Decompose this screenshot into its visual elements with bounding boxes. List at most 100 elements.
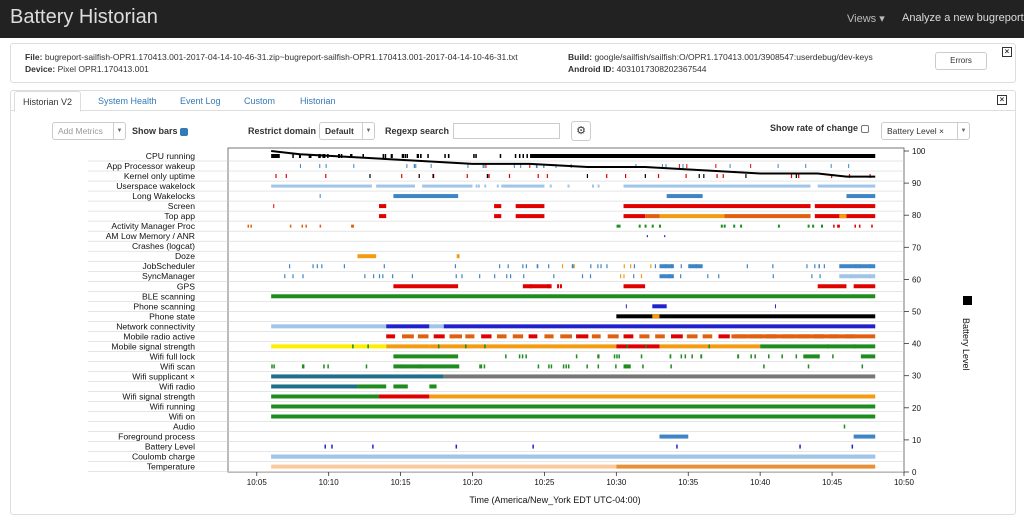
timeline-bar <box>731 334 876 339</box>
show-rate-of-change-toggle[interactable]: Show rate of change <box>770 123 869 133</box>
timeline-tick <box>416 154 419 158</box>
timeline-tick <box>774 304 776 309</box>
timeline-bar <box>357 384 387 389</box>
timeline-tick <box>685 174 687 179</box>
timeline-tick <box>454 264 457 269</box>
restrict-domain-select[interactable]: Default ▼ <box>319 122 375 140</box>
device-name: Pixel OPR1.170413.001 <box>57 64 149 74</box>
android-id-label: Android ID: <box>568 64 615 74</box>
timeline-tick <box>703 174 705 179</box>
x-tick-label: 10:50 <box>894 478 915 487</box>
row-label: Wifi scan <box>160 361 195 371</box>
timeline-tick <box>417 364 420 369</box>
row-label: Screen <box>168 201 195 211</box>
timeline-bar <box>718 334 730 339</box>
timeline-tick <box>700 354 703 359</box>
settings-button[interactable]: ⚙ <box>571 121 591 141</box>
tab-historian-v2[interactable]: Historian V2 <box>14 91 82 112</box>
timeline-bar <box>393 354 459 359</box>
timeline-tick <box>483 364 486 369</box>
row-label: App Processor wakeup <box>107 161 196 171</box>
timeline-tick <box>680 274 682 279</box>
regexp-search-input[interactable] <box>453 123 560 139</box>
timeline-bar <box>639 334 650 339</box>
timeline-tick <box>465 344 467 349</box>
app-brand[interactable]: Battery Historian <box>10 6 158 28</box>
timeline-tick <box>626 344 629 349</box>
timeline-tick <box>716 174 718 179</box>
y-tick-label: 100 <box>912 147 926 156</box>
timeline-tick <box>657 174 660 179</box>
timeline-bar <box>522 284 552 289</box>
show-bars-toggle[interactable]: Show bars <box>132 126 189 136</box>
timeline-tick <box>543 164 545 169</box>
timeline-bar <box>576 334 589 339</box>
tab-custom[interactable]: Custom <box>244 96 276 106</box>
timeline-tick <box>447 154 450 158</box>
timeline-tick <box>623 264 625 269</box>
timeline-tick <box>382 274 384 279</box>
timeline-bar <box>386 324 430 329</box>
timeline-bar <box>386 334 396 339</box>
timeline-tick <box>763 364 765 369</box>
timeline-tick <box>352 344 354 349</box>
timeline-tick <box>853 344 856 349</box>
gear-icon: ⚙ <box>576 125 586 137</box>
show-rate-checkbox[interactable] <box>860 124 869 133</box>
metric-select[interactable]: Battery Level × ▼ <box>881 122 970 140</box>
tab-historian[interactable]: Historian <box>300 96 336 106</box>
timeline-bar <box>652 304 667 309</box>
views-menu[interactable]: Views ▾ <box>847 13 885 25</box>
timeline-tick <box>640 274 643 279</box>
timeline-tick <box>698 174 700 179</box>
timeline-bar <box>528 334 538 339</box>
timeline-tick <box>343 264 346 269</box>
timeline-tick <box>806 264 808 269</box>
tab-event-log[interactable]: Event Log <box>180 96 221 106</box>
timeline-bar <box>591 334 601 339</box>
timeline-tick <box>247 224 250 228</box>
timeline-bar <box>271 154 280 158</box>
errors-button[interactable]: Errors <box>935 52 987 70</box>
timeline-tick <box>733 224 736 228</box>
timeline-tick <box>591 184 594 188</box>
timeline-tick <box>623 274 625 279</box>
timeline-tick <box>625 304 627 309</box>
close-icon[interactable]: × <box>1002 47 1012 57</box>
timeline-tick <box>613 354 616 359</box>
timeline-tick <box>486 174 488 179</box>
timeline-tick <box>670 364 672 369</box>
timeline-bar <box>443 374 876 379</box>
close-icon[interactable]: × <box>997 95 1007 105</box>
timeline-tick <box>586 174 589 179</box>
row-label: Wifi running <box>150 402 196 412</box>
timeline-tick <box>823 264 825 269</box>
timeline-tick <box>506 274 508 279</box>
timeline-tick <box>640 354 643 359</box>
timeline-tick <box>707 274 709 279</box>
x-tick-label: 10:45 <box>822 478 843 487</box>
timeline-tick <box>522 264 524 269</box>
timeline-bar <box>659 274 674 279</box>
row-label: SyncManager <box>142 271 195 281</box>
tab-system-health[interactable]: System Health <box>98 96 157 106</box>
x-tick-label: 10:35 <box>678 478 699 487</box>
add-metrics-select[interactable]: Add Metrics ▼ <box>52 122 126 140</box>
timeline-tick <box>723 224 726 228</box>
timeline-tick <box>350 154 353 158</box>
timeline-tick <box>537 364 540 369</box>
timeline-bar <box>623 204 811 209</box>
analyze-new-bugreport-link[interactable]: Analyze a new bugreport <box>902 12 1024 24</box>
timeline-bar <box>659 264 674 269</box>
show-bars-checkbox[interactable] <box>180 127 189 136</box>
timeline-bar <box>481 334 492 339</box>
timeline-tick <box>325 164 327 169</box>
chevron-down-icon: ▼ <box>362 123 374 139</box>
timeline-bar <box>659 434 689 439</box>
timeline-tick <box>483 164 485 169</box>
row-label: Wifi on <box>169 412 195 422</box>
timeline-bar <box>393 364 459 369</box>
timeline-tick <box>523 274 525 279</box>
timeline-tick <box>799 444 801 449</box>
